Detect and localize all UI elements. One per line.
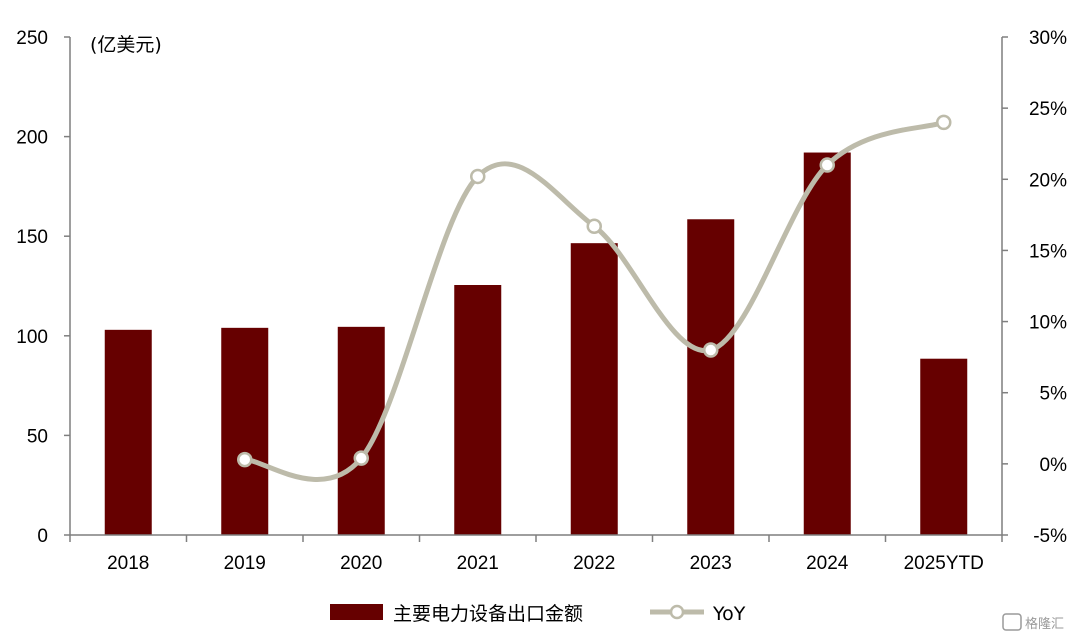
- legend-label-line: YoY: [712, 603, 746, 625]
- bar-2018: [104, 329, 152, 535]
- left-y-axis-ticks: 0 50 100 150 200 250: [16, 28, 70, 547]
- right-tick-label: 15%: [1029, 241, 1067, 262]
- axes: [69, 37, 1003, 536]
- x-tick-label: 2022: [573, 553, 615, 574]
- x-tick-label: 2025YTD: [904, 553, 984, 574]
- line-series-yoy: [237, 114, 952, 482]
- yoy-point-2020: [353, 450, 369, 466]
- right-tick-label: 25%: [1029, 99, 1067, 120]
- x-tick-label: 2018: [107, 553, 149, 574]
- right-tick-label: 30%: [1029, 28, 1067, 49]
- left-tick-label: 50: [27, 426, 48, 447]
- watermark: 格隆汇: [1002, 613, 1064, 632]
- watermark-text: 格隆汇: [1025, 616, 1064, 632]
- bar-series-export-value: [104, 152, 968, 535]
- bar-2021: [454, 285, 502, 535]
- x-axis-ticks: 2018 2019 2020 2021 2022 2023 2024 2025YTD: [69, 535, 1003, 574]
- yoy-point-2022: [586, 218, 602, 234]
- left-tick-label: 200: [16, 128, 48, 149]
- x-tick-label: 2023: [690, 553, 732, 574]
- bar-2023: [687, 219, 735, 535]
- bar-2024: [803, 152, 851, 535]
- x-tick-label: 2020: [340, 553, 382, 574]
- left-tick-label: 250: [16, 28, 48, 49]
- watermark-logo-icon: [1002, 613, 1022, 631]
- right-y-axis-ticks: -5% 0% 5% 10% 15% 20% 25% 30%: [1002, 28, 1067, 547]
- yoy-point-2025YTD: [936, 114, 952, 131]
- y-axis-unit-label: (亿美元): [90, 34, 162, 56]
- x-tick-label: 2021: [457, 553, 499, 574]
- yoy-point-2024: [819, 157, 835, 173]
- legend: 主要电力设备出口金额 YoY: [330, 603, 746, 625]
- left-tick-label: 100: [16, 327, 48, 348]
- bar-2019: [221, 327, 269, 535]
- yoy-point-2021: [470, 168, 486, 185]
- right-tick-label: -5%: [1033, 526, 1067, 547]
- x-tick-label: 2019: [224, 553, 266, 574]
- legend-swatch-bar: [330, 604, 383, 620]
- left-tick-label: 0: [37, 526, 48, 547]
- yoy-point-2023: [703, 342, 719, 358]
- yoy-point-2019: [237, 451, 253, 468]
- right-tick-label: 20%: [1029, 170, 1067, 191]
- right-tick-label: 10%: [1029, 313, 1067, 334]
- bar-2025YTD: [920, 358, 968, 535]
- left-tick-label: 150: [16, 227, 48, 248]
- bar-2022: [570, 243, 618, 535]
- right-tick-label: 5%: [1040, 384, 1068, 405]
- legend-swatch-marker: [669, 604, 685, 620]
- right-tick-label: 0%: [1040, 455, 1068, 476]
- x-tick-label: 2024: [806, 553, 849, 574]
- legend-label-bar: 主要电力设备出口金额: [393, 603, 583, 625]
